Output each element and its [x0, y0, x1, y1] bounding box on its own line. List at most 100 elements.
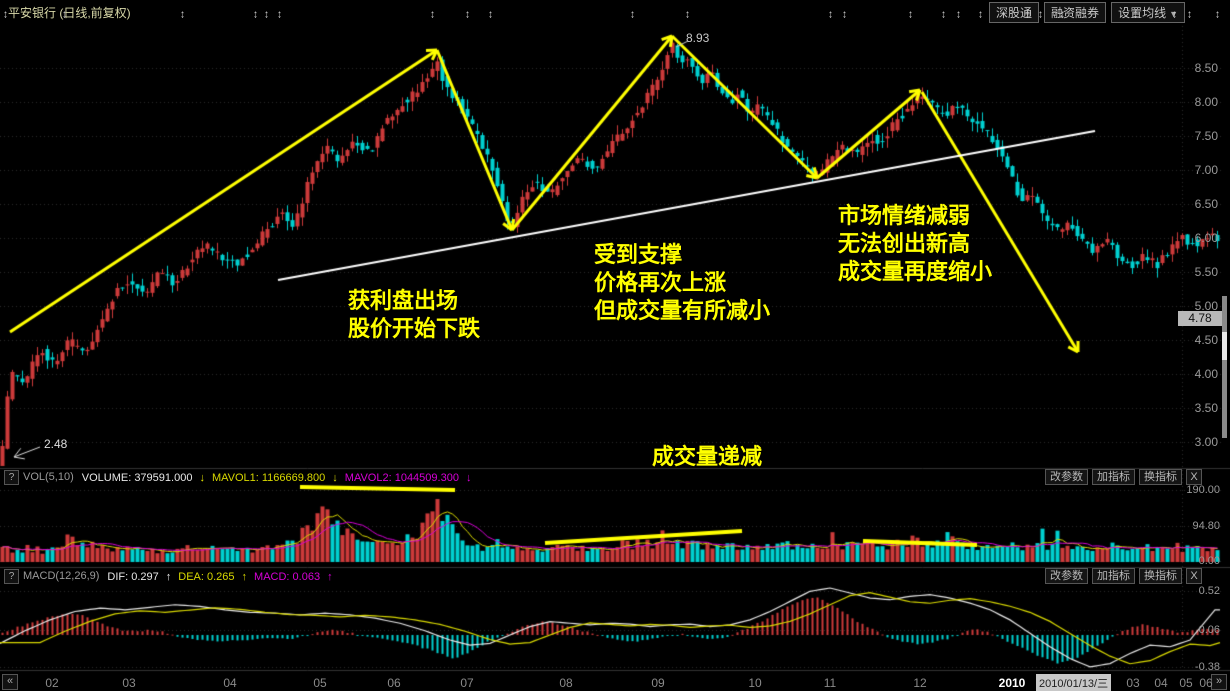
dividend-marker-icon: ↕ — [465, 8, 470, 21]
dividend-marker-icon: ↕ — [978, 8, 983, 21]
axis-tick-label: 0.52 — [1198, 585, 1220, 597]
macd-pane-close-button[interactable]: X — [1186, 568, 1202, 584]
dividend-marker-icon: ↕ — [1187, 8, 1192, 21]
time-tick-label: 05 — [313, 676, 327, 690]
shenzhen-connect-button[interactable]: 深股通 — [989, 2, 1040, 23]
volume-pane-button-0[interactable]: 改参数 — [1045, 469, 1088, 485]
ma-settings-button[interactable]: 设置均线 ▼ — [1111, 2, 1185, 23]
annotation-line: 成交量递减 — [652, 444, 763, 469]
annotation-text-3: 成交量递减 — [652, 443, 762, 471]
axis-tick-label: 0.00 — [1198, 555, 1220, 567]
macd-pane-buttons: 改参数 加指标 换指标 X — [1041, 568, 1202, 584]
dividend-marker-icon: ↕ — [908, 8, 913, 21]
button-label: 设置均线 — [1118, 6, 1167, 20]
macd-pane-button-1[interactable]: 加指标 — [1092, 568, 1135, 584]
volume-indicator-name[interactable]: VOL(5,10) — [23, 471, 74, 483]
dividend-marker-icon: ↕ — [62, 8, 67, 21]
price-tick-label: 5.50 — [1194, 265, 1218, 279]
chart-scrollbar[interactable] — [1222, 296, 1227, 438]
chevron-down-icon: ▼ — [1169, 9, 1178, 19]
macd-pane-header: ? MACD(12,26,9) DIF: 0.297 ↑ DEA: 0.265 ↑ MA… — [4, 568, 340, 584]
volume-pane-header: ? VOL(5,10) VOLUME: 379591.000 ↓ MAVOL1: 1… — [4, 469, 478, 485]
macd-indicator-name[interactable]: MACD(12,26,9) — [23, 570, 100, 582]
indicator-value: ↑ — [327, 571, 333, 583]
annotation-line: 股价开始下跌 — [348, 316, 481, 342]
volume-pane-close-button[interactable]: X — [1186, 469, 1202, 485]
help-icon[interactable]: ? — [4, 469, 19, 485]
page-title: 平安银行 (日线,前复权) — [8, 6, 131, 20]
macd-pane-button-2[interactable]: 换指标 — [1139, 568, 1182, 584]
price-badge: 4.78 — [1178, 311, 1222, 326]
annotation-line: 成交量再度缩小 — [838, 259, 993, 285]
price-tick-label: 4.00 — [1194, 367, 1218, 381]
price-tick-label: 4.50 — [1194, 333, 1218, 347]
time-tick-label: 09 — [651, 676, 665, 690]
toolbar: 深股通 融资融券 设置均线 ▼ — [984, 2, 1185, 23]
button-label: 融资融券 — [1051, 6, 1100, 20]
dividend-marker-icon: ↕ — [828, 8, 833, 21]
dividend-marker-icon: ↕ — [1133, 8, 1138, 21]
time-tick-label: 06 — [1199, 676, 1213, 690]
margin-trading-button[interactable]: 融资融券 — [1044, 2, 1107, 23]
volume-indicator-values: VOLUME: 379591.000 ↓ MAVOL1: 1166669.800 ↓ M… — [82, 468, 479, 486]
scroll-right-button[interactable]: » — [1211, 674, 1227, 690]
time-tick-label: 08 — [559, 676, 573, 690]
indicator-value: ↑ — [165, 571, 172, 583]
macd-indicator-values: DIF: 0.297 ↑ DEA: 0.265 ↑ MACD: 0.063 ↑ — [107, 567, 339, 585]
indicator-value: DIF: 0.297 — [107, 571, 159, 583]
indicator-value: MACD: 0.063 — [254, 571, 321, 583]
annotation-line: 受到支撑 — [594, 242, 683, 267]
time-tick-label: 11 — [823, 676, 837, 690]
macd-pane-button-0[interactable]: 改参数 — [1045, 568, 1088, 584]
axis-tick-label: 94.80 — [1192, 520, 1220, 532]
dividend-marker-icon: ↕ — [488, 8, 493, 21]
indicator-value: ↑ — [241, 571, 248, 583]
time-tick-label: 06 — [387, 676, 401, 690]
dividend-marker-icon: ↕ — [1172, 8, 1177, 21]
dividend-marker-icon: ↕ — [1025, 8, 1030, 21]
axis-tick-label: 190.00 — [1186, 484, 1220, 496]
dividend-marker-icon: ↕ — [1038, 8, 1043, 21]
time-tick-label: 07 — [460, 676, 474, 690]
price-tick-label: 3.50 — [1194, 401, 1218, 415]
scrollbar-thumb[interactable] — [1222, 332, 1227, 360]
indicator-value: MAVOL2: 1044509.300 — [344, 472, 459, 484]
indicator-value: DEA: 0.265 — [178, 571, 235, 583]
price-tick-label: 5.00 — [1194, 299, 1218, 313]
time-tick-label: 03 — [122, 676, 136, 690]
volume-pane-button-1[interactable]: 加指标 — [1092, 469, 1135, 485]
price-tick-label: 6.00 — [1194, 231, 1218, 245]
dividend-marker-icon: ↕ — [3, 8, 8, 21]
high-price-label: 8.93 — [686, 31, 710, 45]
dividend-marker-icon: ↕ — [630, 8, 635, 21]
time-tick-label: 02 — [45, 676, 59, 690]
dividend-marker-icon: ↕ — [253, 8, 258, 21]
dividend-marker-icon: ↕ — [264, 8, 269, 21]
price-tick-label: 7.50 — [1194, 129, 1218, 143]
annotation-line: 价格再次上涨 — [594, 270, 727, 296]
help-icon[interactable]: ? — [4, 568, 19, 584]
volume-pane-button-2[interactable]: 换指标 — [1139, 469, 1182, 485]
price-tick-label: 7.00 — [1194, 163, 1218, 177]
time-tick-label: 05 — [1179, 676, 1193, 690]
button-label: 深股通 — [996, 6, 1033, 20]
annotation-text-1: 受到支撑 价格再次上涨 但成交量有所减小 — [594, 241, 770, 325]
dividend-marker-icon: ↕ — [1215, 8, 1220, 21]
indicator-value: ↓ — [332, 472, 338, 484]
annotation-line: 市场情绪减弱 — [838, 203, 971, 228]
dividend-marker-icon: ↕ — [430, 8, 435, 21]
time-tick-label: 10 — [748, 676, 762, 690]
dividend-marker-icon: ↕ — [685, 8, 690, 21]
time-tick-label: 04 — [223, 676, 237, 690]
dividend-marker-icon: ↕ — [842, 8, 847, 21]
indicator-value: MAVOL1: 1166669.800 — [211, 472, 326, 484]
scroll-left-button[interactable]: « — [2, 674, 18, 690]
price-tick-label: 8.50 — [1194, 61, 1218, 75]
selected-date-badge: 2010/01/13/三 — [1036, 674, 1112, 691]
annotation-line: 获利盘出场 — [348, 288, 459, 313]
volume-pane-buttons: 改参数 加指标 换指标 X — [1041, 469, 1202, 485]
dividend-marker-icon: ↕ — [180, 8, 185, 21]
annotation-text-2: 市场情绪减弱 无法创出新高 成交量再度缩小 — [838, 202, 992, 286]
